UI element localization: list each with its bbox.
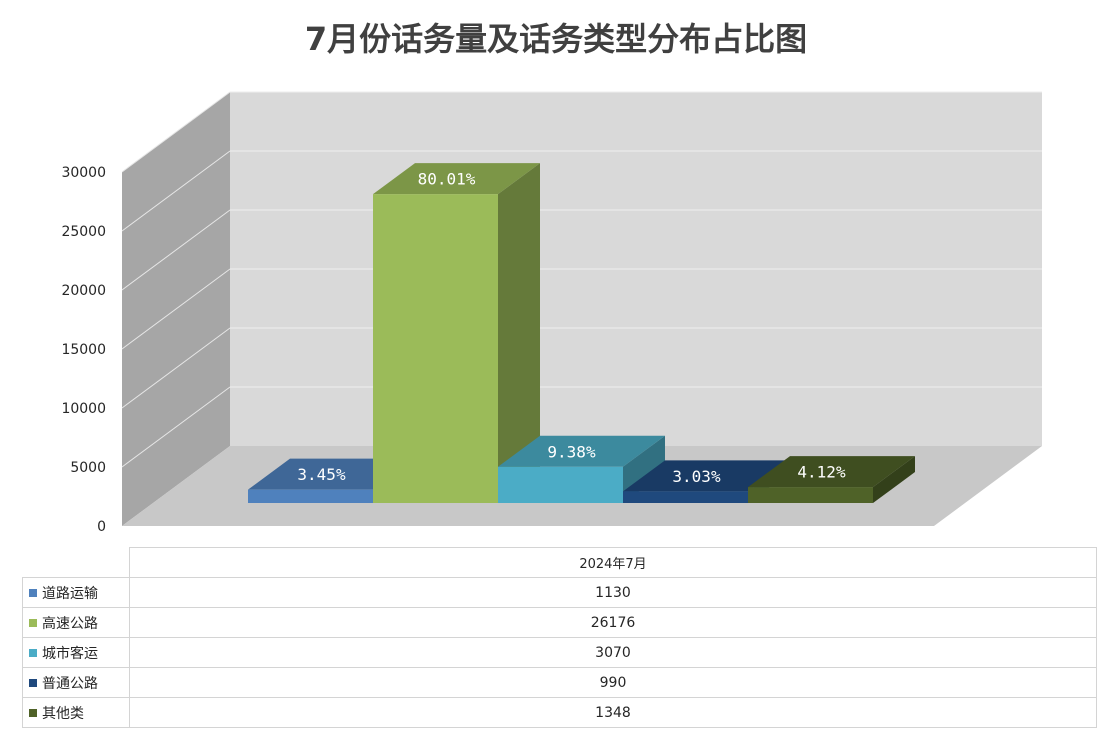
bar-top-face [498,435,665,467]
legend-label: 高速公路 [42,615,98,632]
y-tick-label: 0 [97,519,106,535]
legend-entry: 其他类 [22,697,130,728]
table-row: 高速公路 26176 [22,607,1097,638]
y-tick-label: 5000 [70,460,106,476]
y-tick-label: 10000 [61,401,106,417]
legend-entry: 普通公路 [22,667,130,698]
gridline-side [121,268,231,350]
y-tick-label: 25000 [61,224,106,240]
legend-label: 城市客运 [42,645,98,662]
gridline-side [121,209,231,291]
table-row: 普通公路 990 [22,667,1097,698]
y-tick-label: 15000 [61,342,106,358]
table-value: 3070 [129,637,1097,668]
data-label: 3.03% [672,467,721,486]
bar-front-face [498,466,623,503]
bar-5 [748,456,915,503]
table-row: 道路运输 1130 [22,577,1097,608]
table-row: 城市客运 3070 [22,637,1097,668]
legend-entry: 城市客运 [22,637,130,668]
legend-label: 其他类 [42,705,84,722]
bar-side-face [873,456,915,503]
bar-front-face [248,489,373,503]
bar-front-face [748,487,873,503]
data-label: 3.45% [297,465,346,484]
table-row: 其他类 1348 [22,697,1097,728]
legend-entry: 道路运输 [22,577,130,608]
y-tick-label: 30000 [61,165,106,181]
bar-2 [373,163,540,503]
bar-top-face [748,456,915,488]
legend-label: 道路运输 [42,585,98,602]
data-label: 80.01% [418,170,476,189]
legend-key [29,618,37,627]
chart-gridlines [121,91,1042,468]
data-table: 2024年7月 道路运输 1130 高速公路 26176 城市客运 3070 普通公路 990… [22,547,1097,728]
bar-front-face [373,194,498,503]
legend-key [29,708,37,717]
table-corner [23,548,130,578]
table-value: 26176 [129,607,1097,638]
legend-label: 普通公路 [42,675,98,692]
chart-bars [248,163,915,503]
table-value: 1348 [129,697,1097,728]
data-label: 4.12% [797,463,846,482]
bar-front-face [623,491,748,503]
bar-top-face [373,163,540,195]
y-tick-label: 20000 [61,283,106,299]
bar-side-face [498,163,540,503]
gridline-side [121,327,231,409]
data-label: 9.38% [547,442,596,461]
gridline-side [121,91,231,173]
table-column-header: 2024年7月 [129,547,1097,578]
legend-key [29,678,37,687]
y-axis-tick-labels: 0 5000 10000 15000 20000 25000 30000 [61,165,106,535]
chart-title: 7月份话务量及话务类型分布占比图 [304,20,808,58]
gridline-side [121,150,231,232]
gridline-side [121,386,231,468]
chart-plot: 0 5000 10000 15000 20000 25000 30000 3.45% 80.0… [61,91,1042,535]
chart-data-labels: 3.45% 80.01% 9.38% 3.03% 4.12% [297,170,846,486]
legend-key [29,588,37,597]
bar-top-face [623,460,790,492]
table-value: 1130 [129,577,1097,608]
legend-entry: 高速公路 [22,607,130,638]
table-value: 990 [129,667,1097,698]
legend-key [29,648,37,657]
